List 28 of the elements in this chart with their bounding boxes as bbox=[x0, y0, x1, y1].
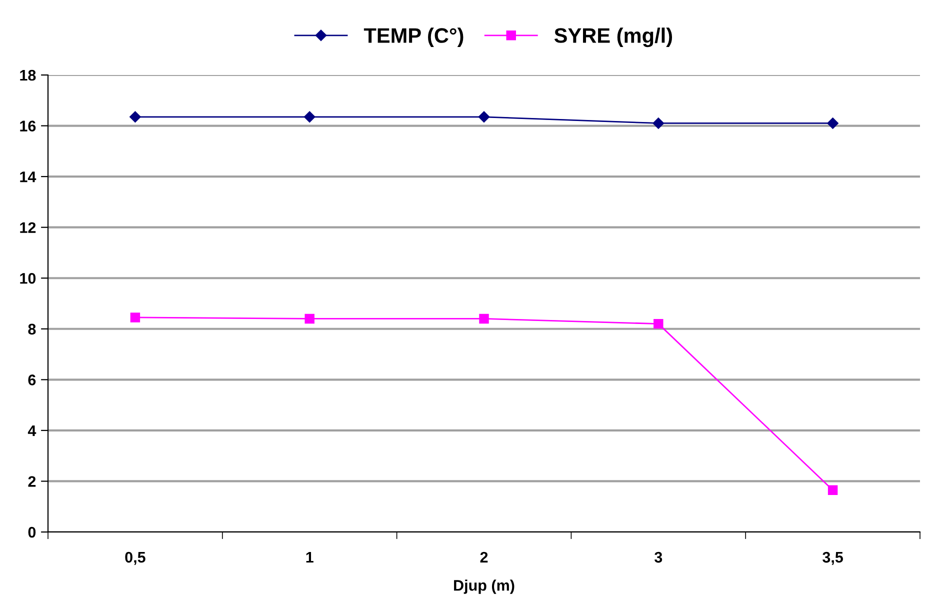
x-axis-title: Djup (m) bbox=[454, 580, 514, 594]
legend-label: TEMP (C°) bbox=[364, 28, 464, 48]
y-tick-label: 0 bbox=[28, 526, 36, 538]
y-tick-label: 12 bbox=[20, 222, 36, 233]
point bbox=[478, 111, 490, 122]
point bbox=[130, 312, 140, 322]
point bbox=[652, 118, 664, 129]
y-tick-label: 2 bbox=[28, 476, 36, 487]
y-tick-label: 18 bbox=[20, 70, 36, 81]
x-tick-label: 1 bbox=[306, 552, 314, 563]
x-tick-label: 0,5 bbox=[125, 552, 146, 565]
point bbox=[130, 111, 141, 122]
legend-label: SYRE (mg/l) bbox=[554, 28, 672, 48]
y-tick-label: 4 bbox=[28, 425, 36, 436]
y-tick-label: 14 bbox=[20, 172, 36, 182]
x-tick-label: 3,5 bbox=[822, 552, 843, 565]
y-tick-label: 6 bbox=[28, 374, 36, 386]
point bbox=[304, 111, 316, 122]
y-tick-label: 16 bbox=[20, 120, 36, 132]
point bbox=[828, 485, 838, 495]
x-tick-label: 3 bbox=[654, 552, 662, 563]
point bbox=[479, 314, 489, 324]
y-tick-label: 10 bbox=[20, 272, 36, 284]
point bbox=[827, 118, 838, 129]
point bbox=[654, 318, 664, 329]
y-tick-label: 8 bbox=[28, 324, 36, 335]
point bbox=[304, 314, 314, 324]
x-tick-label: 2 bbox=[480, 552, 488, 563]
